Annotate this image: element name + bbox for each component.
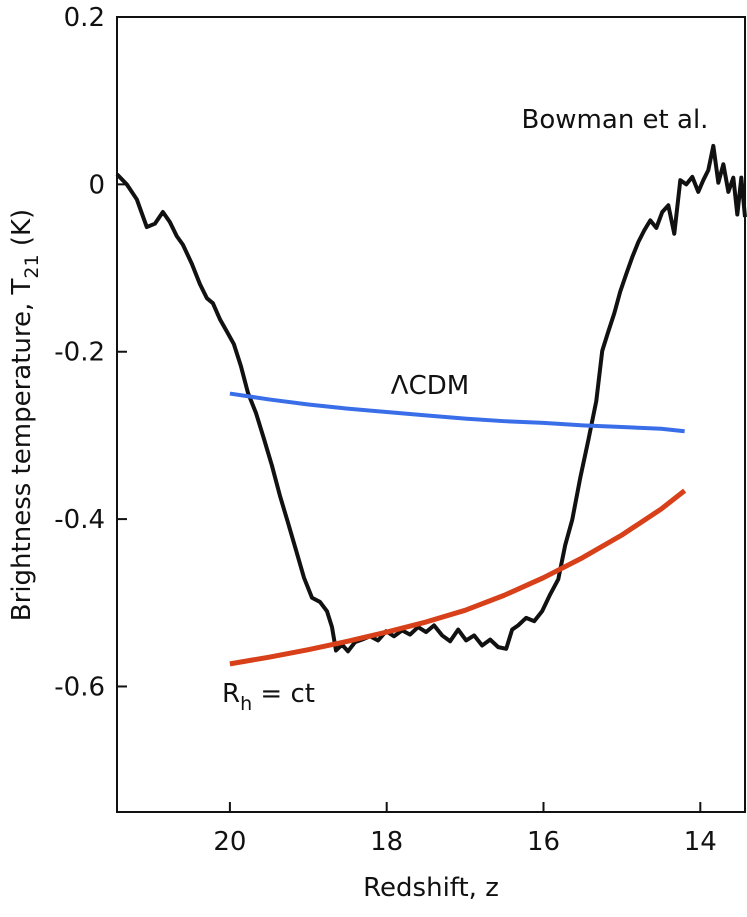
y-axis-label-sub: 21	[21, 254, 43, 278]
series-label-sub: h	[240, 693, 252, 715]
y-axis-label-tail: (K)	[7, 209, 37, 255]
series-label: ΛCDM	[391, 371, 469, 401]
y-tick-label: -0.2	[54, 338, 105, 368]
y-tick-label: -0.4	[54, 505, 105, 535]
series-label-tail: = ct	[252, 679, 315, 709]
y-tick-label: 0	[88, 170, 105, 200]
series-label: Bowman et al.	[522, 105, 709, 135]
x-tick-label: 18	[370, 827, 403, 857]
x-tick-label: 20	[213, 827, 246, 857]
series-line	[229, 391, 685, 434]
x-axis-label: Redshift, z	[363, 873, 499, 903]
y-axis-label: Brightness temperature, T21 (K)	[7, 209, 43, 621]
series-label-text: R	[222, 679, 240, 709]
y-axis-label-text: Brightness temperature, T	[7, 278, 37, 621]
y-tick-label: -0.6	[54, 672, 105, 702]
y-tick-label: 0.2	[64, 3, 105, 33]
x-tick-label: 16	[527, 827, 560, 857]
series-line	[115, 143, 747, 654]
series-label: Rh = ct	[222, 679, 315, 715]
series-line	[229, 488, 687, 667]
plot-frame	[116, 16, 746, 813]
x-tick-label: 14	[684, 827, 717, 857]
